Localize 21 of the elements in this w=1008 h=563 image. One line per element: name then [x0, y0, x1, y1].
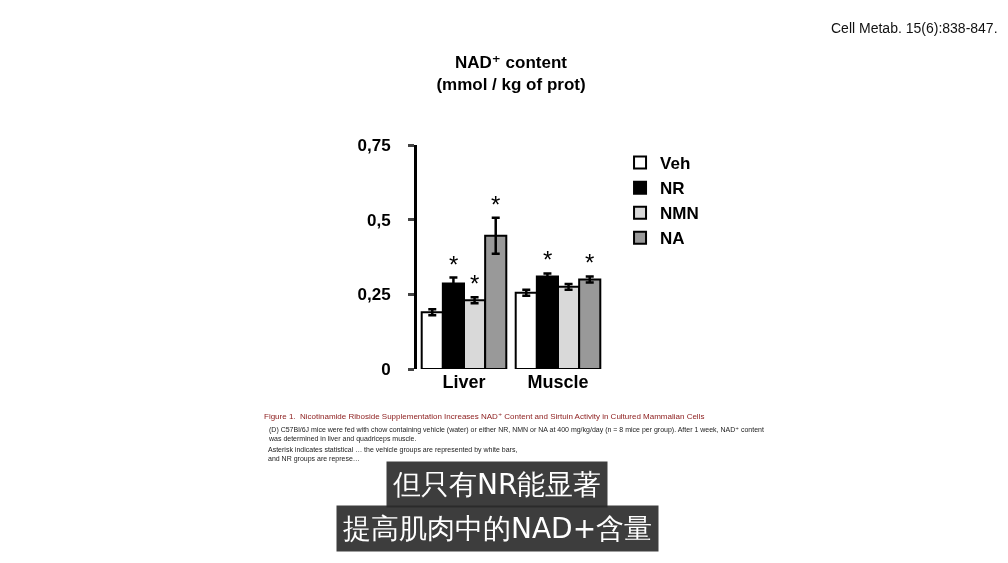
text: 但只有NR能显著 — [393, 468, 602, 501]
data-label: * — [470, 270, 480, 297]
data-label: * — [491, 191, 501, 218]
data-label: * — [449, 251, 459, 278]
y-tick-label: 0 — [381, 359, 391, 379]
text: Cell Metab. 15(6):838-847. — [831, 20, 998, 36]
text: 提高肌肉中的NAD+含量 — [343, 512, 653, 545]
y-tick-label: 0,25 — [357, 285, 391, 305]
y-tick-label: 0,75 — [357, 135, 391, 155]
data-label: * — [543, 246, 553, 273]
x-tick-label: Liver — [442, 372, 486, 392]
legend-label: Veh — [660, 154, 691, 174]
chart-title: NAD⁺ content — [455, 52, 568, 72]
data-label: * — [585, 249, 595, 276]
caption: Figure 1. Nicotinamide Riboside Supplementation Increases NAD⁺ Content and Sirtuin Activity in Cultured Mammalian Cells — [264, 412, 705, 421]
legend-label: NMN — [660, 204, 699, 224]
legend-label: NA — [660, 229, 685, 249]
legend-label: NR — [660, 179, 685, 199]
y-tick-label: 0,5 — [366, 210, 391, 230]
x-tick-label: Muscle — [527, 372, 589, 392]
chart-subtitle: (mmol / kg of prot) — [436, 74, 586, 94]
